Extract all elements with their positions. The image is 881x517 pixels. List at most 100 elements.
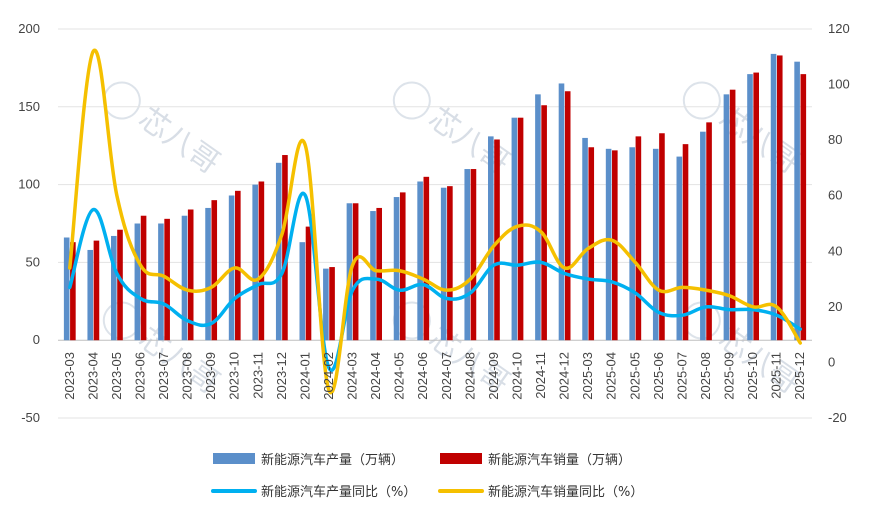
bar-production bbox=[700, 131, 706, 341]
bar-sales bbox=[352, 203, 359, 341]
legend-swatch bbox=[213, 453, 255, 464]
left-tick-label: 150 bbox=[18, 99, 40, 114]
bar-production bbox=[440, 187, 447, 341]
bar-sales bbox=[753, 72, 759, 341]
x-tick-label: 2024-04 bbox=[368, 352, 383, 400]
bar-sales bbox=[140, 215, 147, 341]
bar-production bbox=[252, 184, 258, 341]
watermark-logo-icon bbox=[392, 81, 431, 120]
x-tick-label: 2023-09 bbox=[203, 352, 218, 400]
x-tick-label: 2024-08 bbox=[462, 352, 477, 400]
bar-sales bbox=[187, 209, 194, 341]
left-tick-label: 50 bbox=[26, 254, 40, 269]
x-tick-label: 2025-05 bbox=[627, 352, 642, 400]
bar-sales bbox=[235, 190, 241, 341]
bar-sales bbox=[564, 91, 571, 341]
x-tick-label: 2023-12 bbox=[274, 352, 289, 400]
legend-label: 新能源汽车销量（万辆） bbox=[488, 452, 631, 468]
bar-sales bbox=[93, 240, 100, 341]
x-tick-label: 2024-12 bbox=[557, 352, 572, 400]
bar-production bbox=[582, 137, 588, 341]
bar-production bbox=[652, 148, 659, 341]
right-tick-label: 40 bbox=[828, 243, 842, 258]
bar-production bbox=[370, 211, 376, 341]
right-tick-label: 100 bbox=[828, 77, 850, 92]
legend-item: 新能源汽车产量（万辆） bbox=[213, 452, 404, 468]
x-tick-label: 2023-06 bbox=[132, 352, 147, 400]
right-tick-label: 120 bbox=[828, 21, 850, 36]
bar-production bbox=[488, 136, 494, 341]
legend-swatch bbox=[440, 453, 482, 464]
left-tick-label: -50 bbox=[21, 410, 40, 425]
legend-label: 新能源汽车产量（万辆） bbox=[261, 452, 404, 468]
bar-sales bbox=[282, 155, 288, 341]
x-axis-ticks: 2023-03 2023-04 2023-05 2023-06 2023-07 2023-… bbox=[62, 352, 807, 400]
x-tick-label: 2025-08 bbox=[698, 352, 713, 400]
x-tick-label: 2024-07 bbox=[439, 352, 454, 400]
bar-production bbox=[464, 169, 471, 341]
bar-sales bbox=[423, 176, 430, 341]
bar-sales bbox=[258, 181, 265, 341]
legend-item: 新能源汽车产量同比（%） bbox=[211, 484, 416, 500]
bar-sales bbox=[541, 105, 547, 341]
x-tick-label: 2024-06 bbox=[415, 352, 430, 400]
bar-sales bbox=[305, 226, 312, 341]
watermark-logo-icon bbox=[682, 81, 721, 120]
right-tick-label: 20 bbox=[828, 299, 842, 314]
bar-production bbox=[393, 197, 400, 341]
left-axis-ticks: -50 0 50 100 150 200 bbox=[18, 21, 40, 425]
bar-production bbox=[158, 223, 164, 341]
left-tick-label: 0 bbox=[33, 332, 40, 347]
bar-production bbox=[558, 83, 565, 341]
bar-sales bbox=[800, 74, 807, 341]
legend-item: 新能源汽车销量同比（%） bbox=[438, 484, 643, 500]
x-tick-label: 2023-08 bbox=[180, 352, 195, 400]
bar-sales bbox=[329, 267, 335, 341]
bar-production bbox=[63, 237, 70, 341]
x-tick-label: 2023-05 bbox=[109, 352, 124, 400]
bar-sales bbox=[659, 133, 665, 341]
bar-sales bbox=[682, 144, 689, 341]
watermark-text: 芯八哥 bbox=[132, 101, 226, 181]
bar-production bbox=[275, 162, 282, 341]
bar-production bbox=[747, 74, 753, 341]
bar-production bbox=[770, 53, 777, 341]
bar-production bbox=[535, 94, 541, 341]
bar-production bbox=[605, 148, 612, 341]
x-tick-label: 2025-09 bbox=[722, 352, 737, 400]
bar-sales bbox=[70, 242, 76, 341]
right-axis-ticks: -20 0 20 40 60 80 100 120 bbox=[828, 21, 850, 425]
bar-production bbox=[629, 147, 635, 341]
bar-sales bbox=[376, 207, 382, 341]
bar-production bbox=[111, 235, 117, 341]
watermark: 芯八哥 bbox=[102, 81, 226, 181]
legend-label: 新能源汽车销量同比（%） bbox=[488, 484, 643, 500]
bar-production bbox=[676, 156, 683, 341]
x-tick-label: 2023-04 bbox=[85, 352, 100, 400]
right-tick-label: -20 bbox=[828, 410, 847, 425]
bar-production bbox=[181, 215, 188, 341]
x-tick-label: 2024-09 bbox=[486, 352, 501, 400]
x-tick-label: 2023-07 bbox=[156, 352, 171, 400]
bar-production bbox=[134, 223, 141, 341]
x-tick-label: 2025-11 bbox=[769, 352, 784, 399]
line-series bbox=[68, 48, 802, 395]
x-tick-label: 2023-10 bbox=[227, 352, 242, 400]
bar-sales bbox=[612, 150, 618, 341]
x-tick-label: 2025-03 bbox=[580, 352, 595, 400]
left-tick-label: 200 bbox=[18, 21, 40, 36]
watermark-logo-icon bbox=[102, 81, 141, 120]
right-tick-label: 0 bbox=[828, 354, 835, 369]
x-tick-label: 2025-06 bbox=[651, 352, 666, 400]
left-tick-label: 100 bbox=[18, 177, 40, 192]
bar-sales bbox=[517, 117, 524, 341]
legend: 新能源汽车产量（万辆） 新能源汽车销量（万辆） 新能源汽车产量同比（%） 新能源汽车销… bbox=[211, 452, 643, 500]
bar-production bbox=[323, 268, 329, 341]
bar-sales bbox=[470, 169, 477, 341]
x-tick-label: 2024-01 bbox=[297, 352, 312, 400]
x-tick-label: 2025-10 bbox=[745, 352, 760, 400]
bar-production bbox=[417, 181, 423, 341]
legend-item: 新能源汽车销量（万辆） bbox=[440, 452, 631, 468]
bar-production bbox=[205, 207, 211, 341]
